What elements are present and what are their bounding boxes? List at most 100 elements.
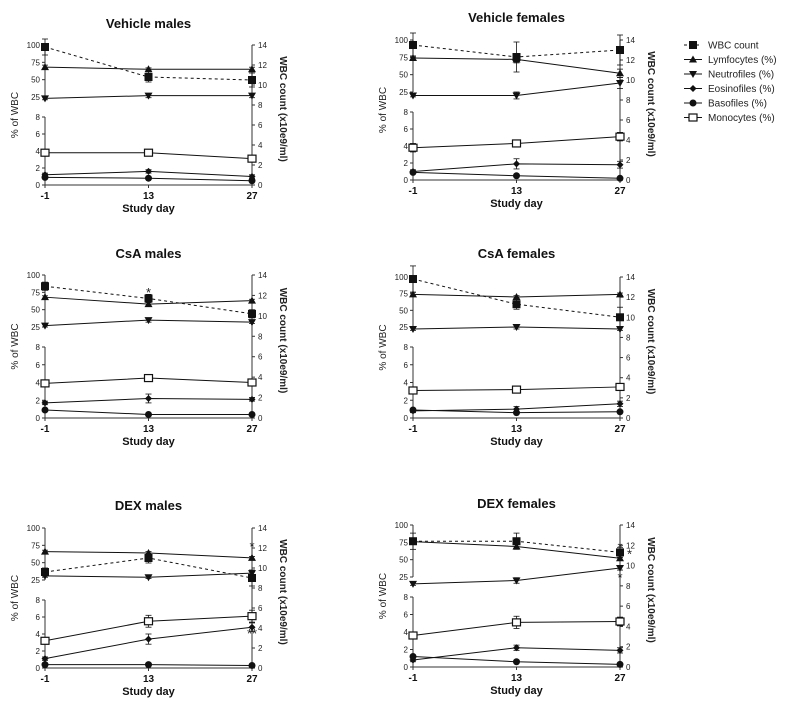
data-point (615, 617, 625, 626)
y-tick-label: 8 (36, 343, 41, 352)
data-point (616, 79, 624, 87)
data-point (512, 542, 521, 550)
x-tick-label: -1 (409, 186, 418, 197)
y2-tick-label: 8 (258, 332, 263, 341)
series (41, 406, 256, 418)
series (409, 32, 624, 73)
y-tick-label: 4 (36, 147, 41, 156)
series (409, 290, 624, 300)
data-point (512, 577, 521, 585)
y-tick-label: 50 (31, 559, 40, 568)
data-point (409, 168, 417, 176)
data-point (145, 174, 152, 182)
data-point (248, 570, 256, 578)
series (41, 38, 256, 88)
series (409, 653, 624, 668)
data-point (248, 177, 256, 185)
data-point (616, 400, 624, 408)
data-point (41, 547, 49, 555)
data-point (247, 378, 257, 387)
y-tick-label: 25 (399, 323, 408, 332)
data-point (145, 394, 152, 402)
x-tick-label: 27 (246, 191, 258, 202)
data-point (144, 294, 153, 303)
data-point (409, 92, 417, 100)
series (409, 406, 624, 417)
series (41, 63, 256, 73)
x-axis-label: Study day (122, 686, 175, 698)
y2-tick-label: 8 (626, 582, 631, 591)
x-axis-label: Study day (122, 203, 175, 215)
legend-item: Monocytes (%) (684, 113, 775, 124)
data-point (616, 174, 624, 182)
y-tick-label: 2 (404, 159, 409, 168)
x-axis-label: Study day (490, 436, 543, 448)
y2-tick-label: 10 (258, 81, 267, 90)
y2-tick-label: 6 (258, 604, 263, 613)
x-tick-label: 27 (246, 424, 258, 435)
data-point (41, 282, 49, 291)
x-tick-label: 27 (614, 673, 626, 684)
y-tick-label: 6 (36, 130, 41, 139)
y2-tick-label: 8 (626, 333, 631, 342)
y2-tick-label: 14 (258, 41, 267, 50)
data-point (248, 410, 256, 418)
data-point (41, 43, 49, 51)
y-tick-label: 6 (404, 125, 409, 134)
y-tick-label: 100 (395, 273, 409, 282)
series (41, 173, 256, 185)
legend-item: Neutrofiles (%) (684, 70, 774, 81)
y2-tick-label: 4 (258, 141, 263, 150)
series (41, 622, 256, 663)
data-point (248, 92, 256, 100)
y-tick-label: 6 (36, 613, 41, 622)
data-point (409, 653, 417, 660)
y2-tick-label: 0 (258, 181, 263, 190)
y2-axis-label: WBC count (x10e9/ml) (277, 539, 288, 645)
y2-axis-label: WBC count (x10e9/ml) (277, 56, 288, 162)
y2-tick-label: 2 (626, 156, 631, 165)
data-point (513, 160, 520, 168)
series (408, 131, 625, 153)
y2-tick-label: 8 (626, 96, 631, 105)
data-point (248, 319, 256, 327)
data-point (40, 636, 50, 645)
significance-marker: ** (247, 626, 257, 641)
y2-tick-label: 6 (258, 353, 263, 362)
data-point (144, 65, 153, 73)
y2-tick-label: 10 (626, 562, 635, 571)
y-tick-label: 4 (404, 142, 409, 151)
x-tick-label: 27 (246, 674, 258, 685)
y-tick-label: 4 (404, 628, 409, 637)
series (409, 77, 624, 100)
data-point (513, 658, 520, 666)
series (40, 373, 257, 388)
data-point (143, 617, 154, 626)
data-point (144, 92, 153, 100)
data-point (41, 406, 49, 414)
y-tick-label: 2 (404, 646, 409, 655)
y-tick-label: 25 (31, 93, 40, 102)
y-tick-label: 0 (404, 176, 409, 185)
data-point (247, 612, 257, 621)
chart-title: Vehicle females (468, 10, 565, 25)
data-point (512, 324, 521, 331)
y2-axis-label: WBC count (x10e9/ml) (277, 288, 288, 394)
y2-tick-label: 12 (626, 293, 635, 302)
y2-tick-label: 12 (626, 541, 635, 550)
data-point (512, 55, 521, 63)
data-point (409, 54, 417, 62)
x-tick-label: 13 (143, 191, 155, 202)
x-tick-label: -1 (41, 424, 50, 435)
x-tick-label: -1 (409, 424, 418, 435)
series (408, 615, 625, 640)
y2-tick-label: 6 (258, 121, 263, 130)
legend-marker (689, 71, 697, 78)
y2-tick-label: 4 (626, 374, 631, 383)
y2-tick-label: 2 (626, 394, 631, 403)
data-point (615, 382, 625, 392)
data-point (513, 172, 520, 180)
data-point (248, 574, 256, 582)
y-tick-label: 50 (31, 76, 40, 85)
data-point (41, 322, 49, 330)
